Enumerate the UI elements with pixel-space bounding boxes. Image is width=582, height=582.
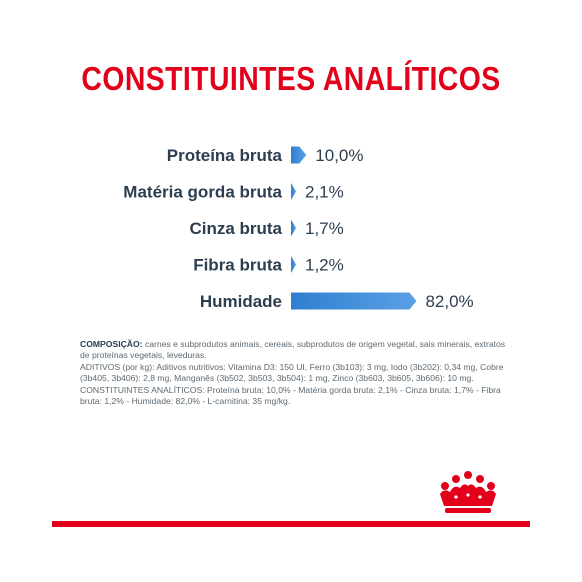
category-label: Fibra bruta [193, 256, 282, 275]
value-bar [291, 219, 296, 237]
category-label: Humidade [200, 292, 282, 311]
category-label: Matéria gorda bruta [123, 183, 282, 202]
ingredients-text: carnes e subprodutos animais, cereais, s… [80, 339, 506, 361]
category-label: Cinza bruta [189, 219, 282, 238]
value-bar [291, 183, 296, 200]
additives-text: ADITIVOS (por kg): Aditivos nutritivos: … [80, 361, 504, 384]
value-label: 1,2% [305, 256, 344, 275]
nutrient-bar-chart: Proteína bruta 10,0% Matéria gorda bruta 2,… [123, 146, 473, 311]
ingredients-paragraph: COMPOSIÇÃO: carnes e subprodutos animais… [80, 339, 512, 362]
analytical-constituents-text: CONSTITUINTES ANALÍTICOS: Proteína bruta… [80, 384, 501, 407]
crown-logo-icon [440, 471, 496, 513]
page-title: CONSTITUINTES ANALÍTICOS [81, 60, 501, 97]
value-bar [291, 256, 296, 273]
composition-text: COMPOSIÇÃO: carnes e subprodutos animais… [80, 339, 512, 407]
category-label: Proteína bruta [167, 146, 283, 165]
value-bar [291, 292, 417, 310]
value-label: 82,0% [425, 292, 473, 311]
composition-heading: COMPOSIÇÃO: [80, 339, 143, 349]
value-label: 2,1% [305, 183, 344, 202]
value-label: 1,7% [305, 219, 344, 238]
bottom-divider [52, 521, 530, 527]
value-bar [291, 146, 307, 164]
value-label: 10,0% [315, 146, 363, 165]
